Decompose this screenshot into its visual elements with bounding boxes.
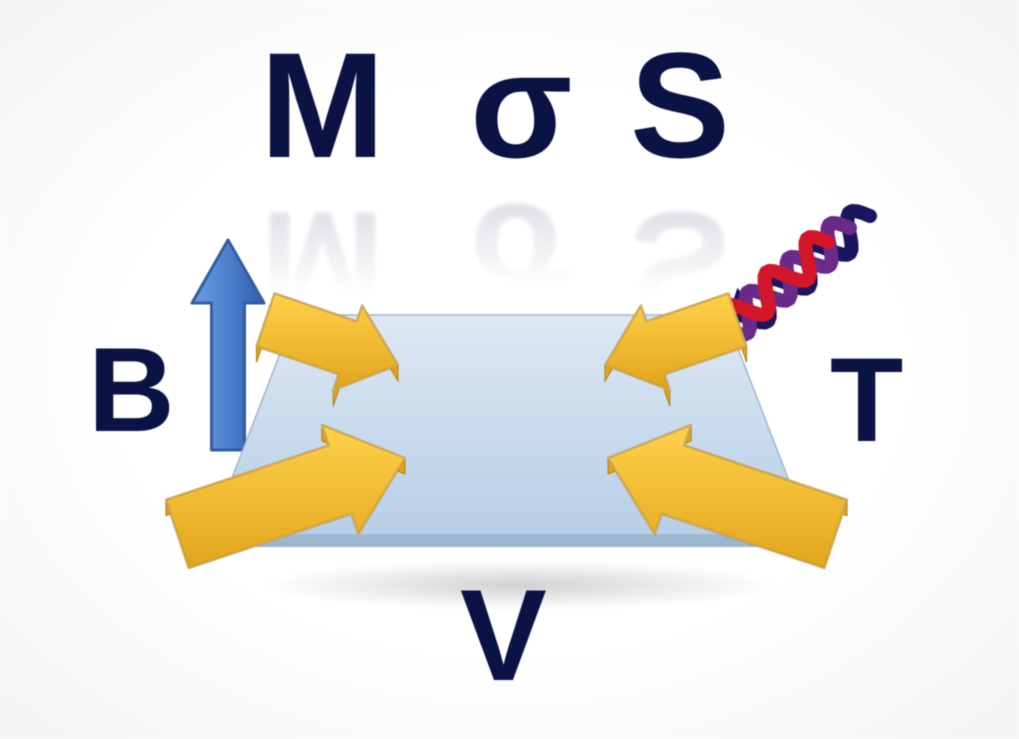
label-V: V <box>460 570 549 700</box>
diagram-stage: M M σ σ S S B T V <box>0 0 1019 739</box>
